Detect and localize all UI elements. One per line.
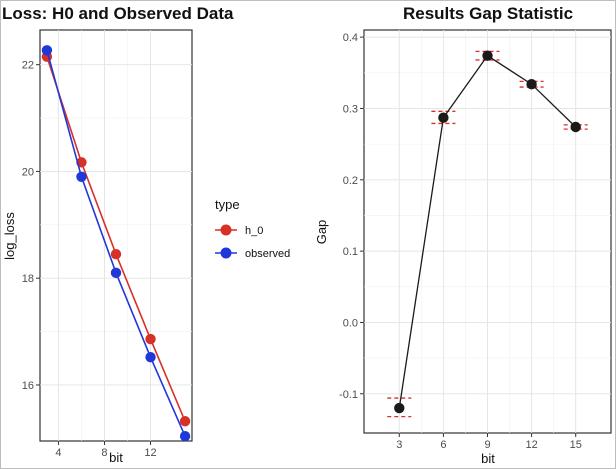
loss-point-h0: [145, 333, 156, 345]
gap-x-tick-label: 15: [570, 439, 582, 451]
gap-chart-title: Results Gap Statistic: [403, 4, 573, 23]
loss-point-observed: [145, 351, 156, 363]
legend-marker-h0: [220, 224, 232, 236]
legend-title: type: [215, 197, 240, 212]
loss-y-tick-label: 18: [22, 273, 34, 285]
loss-chart: Loss: H0 and Observed Data 4 8 12 16 18 20 22…: [2, 4, 234, 465]
gap-marks: [387, 50, 588, 418]
gap-x-tick-label: 3: [396, 439, 402, 451]
gap-point: [438, 112, 449, 123]
gap-x-tick-label: 12: [525, 439, 537, 451]
loss-y-tick-label: 20: [22, 166, 34, 178]
gap-y-tick-label: 0.1: [343, 246, 358, 258]
gap-chart: Results Gap Statistic 3 6 9 12 15 -0.1 0.0 0.1…: [314, 4, 612, 466]
gap-x-axis-label: bit: [481, 451, 495, 466]
gap-y-tick-label: 0.3: [343, 103, 358, 115]
legend-label-observed: observed: [245, 248, 290, 260]
gap-x-ticks: 3 6 9 12 15: [396, 433, 582, 451]
gap-y-tick-label: -0.1: [339, 389, 358, 401]
loss-x-ticks: 4 8 12: [55, 441, 157, 459]
loss-y-ticks: 16 18 20 22: [22, 60, 40, 392]
gap-point: [394, 402, 405, 414]
legend-marker-observed: [220, 247, 232, 259]
loss-y-tick-label: 22: [22, 60, 34, 72]
loss-point-h0: [110, 248, 122, 260]
gap-point: [526, 79, 537, 90]
loss-x-axis-label: bit: [109, 450, 123, 465]
loss-y-axis-label: log_loss: [2, 212, 17, 260]
gap-point: [570, 121, 581, 133]
legend-entry-observed: observed: [215, 247, 290, 260]
gap-y-axis-label: Gap: [314, 220, 329, 245]
gap-y-tick-label: 0.4: [343, 32, 358, 44]
gap-grid: [364, 30, 611, 433]
loss-y-tick-label: 16: [22, 380, 34, 392]
loss-chart-title: Loss: H0 and Observed Data: [2, 4, 234, 23]
legend-entry-h0: h_0: [215, 224, 263, 237]
legend: type h_0 observed: [215, 197, 290, 260]
loss-x-tick-label: 12: [144, 447, 156, 459]
gap-x-tick-label: 9: [484, 439, 490, 451]
loss-marks: [41, 45, 191, 442]
loss-point-observed: [76, 171, 87, 182]
loss-point-observed: [179, 430, 191, 442]
loss-plot-panel: [39, 29, 193, 442]
gap-y-tick-label: 0.2: [343, 175, 358, 187]
loss-point-observed: [41, 45, 53, 56]
loss-point-observed: [110, 267, 122, 279]
gap-x-tick-label: 6: [440, 439, 446, 451]
legend-label-h0: h_0: [245, 225, 263, 237]
gap-y-tick-label: 0.0: [343, 317, 358, 329]
loss-x-tick-label: 8: [101, 447, 107, 459]
loss-x-tick-label: 4: [55, 447, 61, 459]
gap-point: [482, 50, 493, 61]
loss-point-h0: [179, 416, 191, 427]
gap-y-ticks: -0.1 0.0 0.1 0.2 0.3 0.4: [339, 32, 364, 401]
